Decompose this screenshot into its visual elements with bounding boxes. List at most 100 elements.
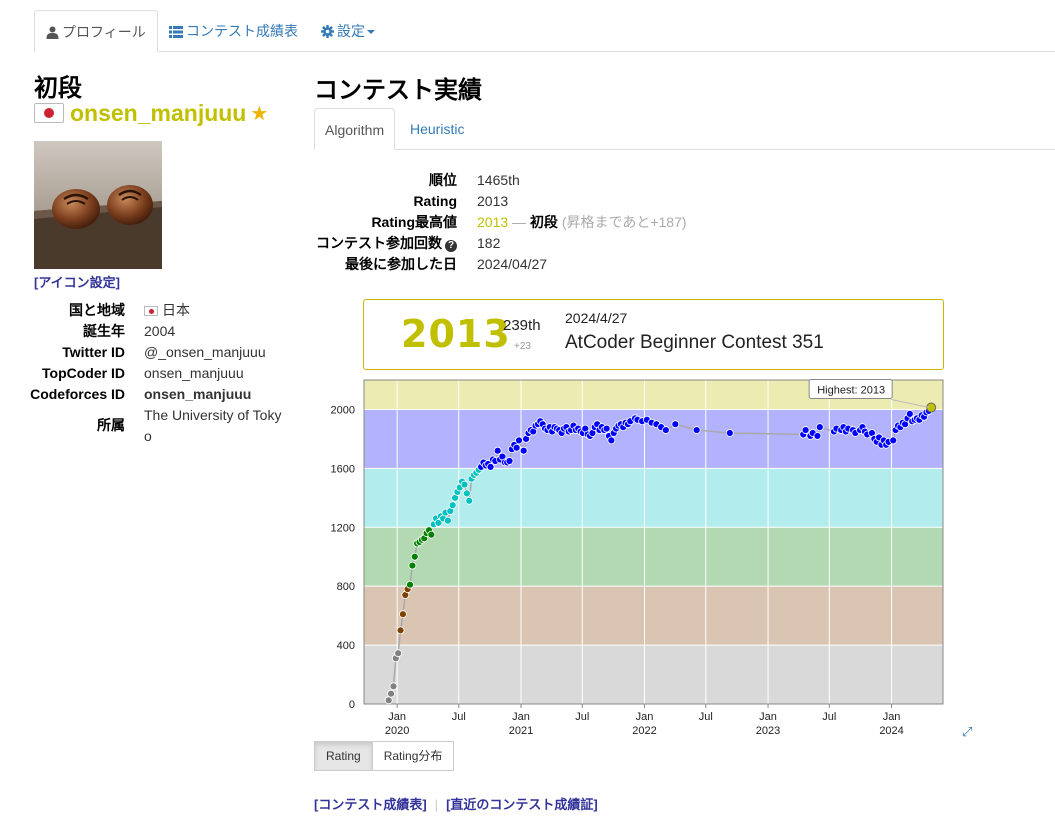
tab-contest-history[interactable]: コンテスト成績表 bbox=[158, 10, 309, 52]
rating-point bbox=[661, 426, 670, 434]
chart-mode-buttons: Rating Rating分布 bbox=[314, 741, 455, 771]
promotion-note: (昇格まであと+187) bbox=[561, 214, 687, 230]
rating-band bbox=[364, 409, 943, 469]
tab-profile-label: プロフィール bbox=[62, 24, 146, 40]
rating-distribution-button[interactable]: Rating分布 bbox=[372, 741, 455, 771]
section-title: コンテスト実績 bbox=[314, 77, 482, 104]
x-tick-label: Jan bbox=[512, 711, 530, 723]
rating-point bbox=[813, 432, 822, 440]
stat-rating: Rating 2013 bbox=[314, 191, 714, 212]
rating-point bbox=[505, 457, 514, 465]
rating-point bbox=[444, 516, 452, 525]
stat-last-date: 最後に参加した日 2024/04/27 bbox=[314, 254, 714, 275]
x-tick-label: Jul bbox=[575, 711, 589, 723]
rating-button[interactable]: Rating bbox=[314, 741, 373, 771]
info-value: 日本 bbox=[144, 300, 190, 321]
y-tick-label: 800 bbox=[337, 581, 355, 593]
rating-point bbox=[387, 689, 395, 698]
subtab-divider bbox=[314, 149, 1055, 150]
rating-point bbox=[465, 496, 474, 505]
rating-point bbox=[905, 409, 914, 418]
y-tick-label: 2000 bbox=[331, 404, 355, 416]
info-key: TopCoder ID bbox=[42, 365, 125, 381]
highest-tooltip: Highest: 2013 bbox=[817, 385, 885, 397]
tab-heuristic[interactable]: Heuristic bbox=[410, 121, 465, 137]
rating-band bbox=[364, 527, 943, 587]
x-tick-label: Jan bbox=[636, 711, 654, 723]
rating-point bbox=[515, 436, 523, 445]
x-tick-label: Jul bbox=[452, 711, 466, 723]
x-year-label: 2024 bbox=[879, 725, 903, 737]
rating-point bbox=[671, 420, 680, 429]
y-tick-label: 400 bbox=[337, 640, 355, 652]
x-tick-label: Jan bbox=[388, 711, 406, 723]
question-icon[interactable]: ? bbox=[445, 240, 457, 252]
stat-key: 最後に参加した日 bbox=[345, 256, 457, 272]
rating-point bbox=[725, 429, 734, 437]
star-icon: ★ bbox=[250, 102, 269, 125]
stat-key: Rating bbox=[413, 193, 457, 209]
country-value: 日本 bbox=[162, 302, 190, 318]
rating-point bbox=[519, 446, 528, 455]
stat-highest: Rating最高値 2013 — 初段 (昇格まであと+187) bbox=[314, 212, 714, 233]
info-row-twitter: Twitter ID @_onsen_manjuuu bbox=[34, 342, 284, 363]
list-icon bbox=[169, 26, 183, 38]
rating-point bbox=[607, 436, 616, 445]
contest-history-link[interactable]: [コンテスト成績表] bbox=[314, 797, 427, 812]
highest-pointer bbox=[891, 399, 930, 409]
rating-point bbox=[692, 426, 701, 434]
y-tick-label: 0 bbox=[349, 699, 355, 711]
rating-band bbox=[364, 645, 943, 704]
expand-icon[interactable]: ⤢ bbox=[962, 724, 973, 739]
username[interactable]: onsen_manjuuu bbox=[70, 99, 247, 126]
x-year-label: 2020 bbox=[385, 725, 409, 737]
rating-point bbox=[384, 696, 393, 705]
stat-rank: 順位 1465th bbox=[314, 170, 714, 191]
rating-chart[interactable]: Jan 2020 Jul Jan 2021 Jul Jan 2022 Jul Jan 2023 Jul… bbox=[314, 378, 1014, 740]
info-row-birth-year: 誕生年 2004 bbox=[34, 321, 284, 342]
rating-point bbox=[389, 682, 398, 691]
affiliation-line2: o bbox=[144, 428, 152, 444]
bottom-links: [コンテスト成績表] | [直近のコンテスト成績証] bbox=[314, 794, 598, 813]
icon-setting-link[interactable]: [アイコン設定] bbox=[34, 275, 121, 290]
rating-point bbox=[815, 423, 824, 432]
twitter-link[interactable]: @_onsen_manjuuu bbox=[144, 344, 266, 360]
x-tick-label: Jan bbox=[759, 711, 777, 723]
info-row-codeforces: Codeforces ID onsen_manjuuu bbox=[30, 384, 284, 405]
rating-point bbox=[486, 462, 495, 471]
info-key: 所属 bbox=[97, 417, 125, 433]
stat-value: 2013 — 初段 (昇格まであと+187) bbox=[477, 212, 687, 233]
tab-contest-history-label: コンテスト成績表 bbox=[186, 23, 298, 39]
highest-dash: — bbox=[508, 214, 530, 230]
x-year-label: 2021 bbox=[509, 725, 533, 737]
contest-type-tabs: Algorithm Heuristic bbox=[314, 108, 1055, 150]
recent-certificate-link[interactable]: [直近のコンテスト成績証] bbox=[446, 797, 598, 812]
highest-grade: 初段 bbox=[529, 214, 558, 230]
x-year-label: 2022 bbox=[632, 725, 656, 737]
rating-point bbox=[462, 489, 471, 498]
link-separator: | bbox=[434, 797, 439, 812]
highest-point bbox=[926, 402, 937, 413]
info-key: 誕生年 bbox=[83, 323, 125, 339]
stat-key: Rating最高値 bbox=[371, 214, 457, 230]
stat-value: 182 bbox=[477, 235, 501, 251]
rating-chart-svg[interactable]: Jan 2020 Jul Jan 2021 Jul Jan 2022 Jul Jan 2023 Jul… bbox=[314, 378, 1014, 740]
tab-settings[interactable]: 設定 bbox=[310, 10, 386, 52]
rating-point bbox=[602, 424, 611, 433]
rating-band bbox=[364, 586, 943, 646]
x-tick-label: Jan bbox=[883, 711, 901, 723]
tab-algorithm[interactable]: Algorithm bbox=[314, 108, 396, 150]
rating-point bbox=[399, 610, 407, 619]
card-rating: 2013 bbox=[401, 312, 511, 356]
x-year-label: 2023 bbox=[756, 725, 780, 737]
chevron-down-icon bbox=[367, 30, 375, 34]
info-key: 国と地域 bbox=[69, 302, 125, 318]
avatar bbox=[34, 141, 162, 269]
tab-profile[interactable]: プロフィール bbox=[34, 10, 158, 52]
user-heading: onsen_manjuuu ★ bbox=[34, 98, 268, 128]
rating-point bbox=[396, 626, 405, 635]
topcoder-link[interactable]: onsen_manjuuu bbox=[144, 365, 244, 381]
rating-point bbox=[410, 552, 419, 561]
codeforces-link[interactable]: onsen_manjuuu bbox=[144, 386, 252, 402]
card-date: 2024/4/27 bbox=[565, 310, 628, 326]
